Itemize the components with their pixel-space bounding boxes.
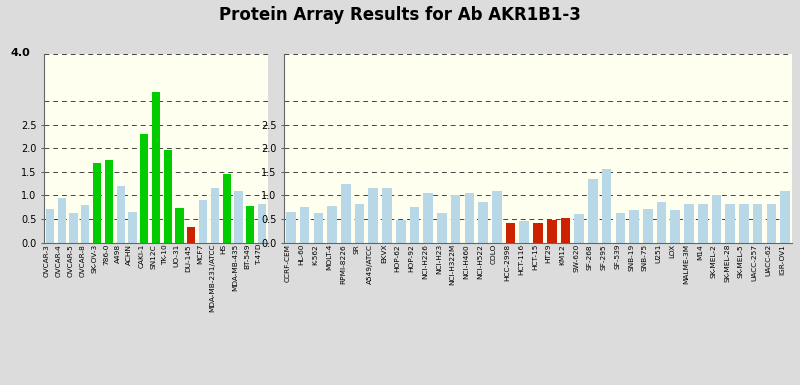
Bar: [164, 150, 172, 243]
Bar: [533, 223, 543, 243]
Bar: [753, 204, 762, 243]
Text: Protein Array Results for Ab AKR1B1-3: Protein Array Results for Ab AKR1B1-3: [219, 6, 581, 24]
Bar: [588, 179, 598, 243]
Bar: [561, 218, 570, 243]
Bar: [602, 169, 611, 243]
Bar: [222, 174, 231, 243]
Bar: [437, 213, 446, 243]
Bar: [354, 204, 364, 243]
Bar: [58, 198, 66, 243]
Bar: [396, 220, 406, 243]
Bar: [726, 204, 735, 243]
Bar: [46, 209, 54, 243]
Bar: [519, 221, 529, 243]
Bar: [152, 92, 160, 243]
Bar: [698, 204, 707, 243]
Bar: [341, 184, 350, 243]
Bar: [70, 213, 78, 243]
Bar: [506, 223, 515, 243]
Bar: [780, 191, 790, 243]
Bar: [300, 207, 310, 243]
Bar: [382, 188, 392, 243]
Bar: [175, 208, 184, 243]
Bar: [93, 163, 101, 243]
Bar: [140, 134, 148, 243]
Bar: [643, 209, 653, 243]
Bar: [574, 214, 584, 243]
Bar: [105, 161, 113, 243]
Bar: [492, 191, 502, 243]
Bar: [286, 212, 296, 243]
Bar: [234, 191, 242, 243]
Bar: [478, 203, 488, 243]
Bar: [327, 206, 337, 243]
Bar: [670, 211, 680, 243]
Bar: [615, 213, 625, 243]
Bar: [451, 195, 461, 243]
Bar: [739, 204, 749, 243]
Bar: [81, 205, 90, 243]
Bar: [187, 228, 195, 243]
Bar: [465, 193, 474, 243]
Bar: [369, 188, 378, 243]
Bar: [211, 188, 219, 243]
Bar: [314, 213, 323, 243]
Bar: [117, 186, 125, 243]
Bar: [657, 203, 666, 243]
Bar: [258, 204, 266, 243]
Bar: [423, 193, 433, 243]
Bar: [630, 209, 639, 243]
Bar: [128, 212, 137, 243]
Bar: [712, 195, 722, 243]
Bar: [199, 200, 207, 243]
Bar: [766, 204, 776, 243]
Bar: [410, 207, 419, 243]
Bar: [246, 206, 254, 243]
Bar: [547, 220, 557, 243]
Text: 4.0: 4.0: [10, 48, 30, 58]
Bar: [684, 204, 694, 243]
